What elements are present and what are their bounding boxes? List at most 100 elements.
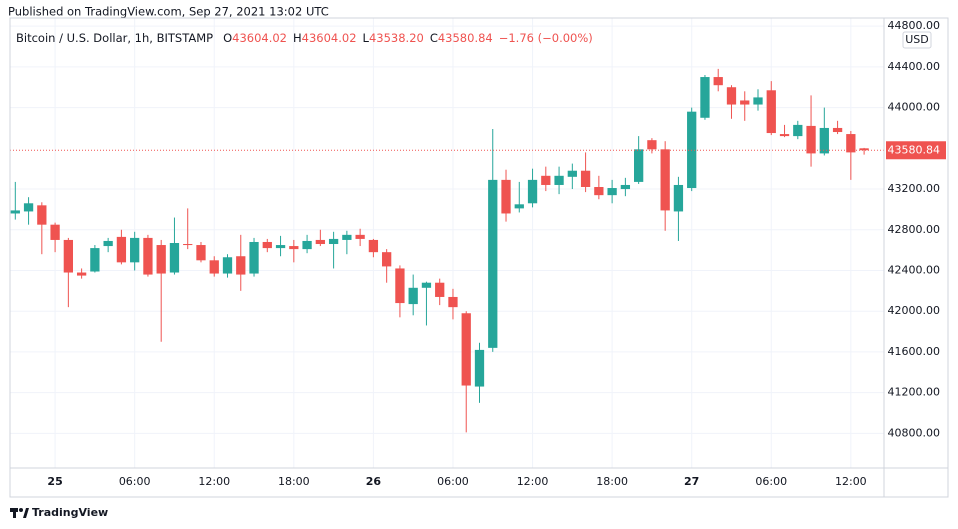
last-price-label: 43580.84: [888, 143, 941, 156]
candle-body: [130, 237, 140, 263]
x-tick-label: 06:00: [437, 475, 469, 488]
ohlc-label: L: [363, 31, 370, 45]
candle-body: [700, 77, 710, 118]
x-tick-label: 27: [684, 475, 699, 488]
candle-body: [713, 77, 723, 86]
x-tick-label: 06:00: [119, 475, 151, 488]
ohlc-value: 43580.84: [438, 31, 493, 45]
symbol-name: Bitcoin / U.S. Dollar, 1h, BITSTAMP: [16, 31, 213, 45]
x-tick-label: 06:00: [755, 475, 787, 488]
candle-body: [594, 187, 604, 196]
currency-badge[interactable]: [902, 31, 932, 49]
x-tick-label: 26: [366, 475, 382, 488]
candle-body: [368, 239, 379, 253]
candle-body: [143, 237, 153, 275]
candle-body: [289, 246, 299, 250]
y-tick-label: 41600.00: [888, 345, 941, 358]
candle-body: [461, 313, 471, 386]
candle-body: [620, 184, 631, 190]
y-tick-label: 44000.00: [888, 101, 941, 114]
candle-body: [567, 170, 577, 177]
ohlc-value: 43604.02: [302, 31, 357, 45]
candle-body: [607, 188, 617, 196]
candle-body: [726, 87, 737, 105]
candle-body: [236, 256, 246, 275]
candle-body: [10, 210, 20, 214]
y-tick-label: 44400.00: [888, 60, 941, 73]
candle-body: [421, 282, 432, 288]
candle-body: [514, 204, 524, 209]
candle-body: [37, 205, 47, 225]
candle-body: [275, 245, 286, 249]
candle-body: [435, 282, 445, 297]
ohlc-value: 43538.20: [369, 31, 424, 45]
x-tick-label: 12:00: [835, 475, 867, 488]
candle-body: [302, 240, 312, 250]
candle-body: [779, 134, 790, 137]
candle-body: [262, 241, 272, 249]
ohlc-label: O: [223, 31, 232, 45]
candle-body: [488, 179, 498, 348]
candle-body: [342, 234, 352, 240]
candle-body: [382, 252, 392, 267]
candle-body: [395, 268, 405, 304]
brand: TradingView: [32, 506, 108, 519]
candle-body: [527, 179, 538, 204]
candle-body: [196, 245, 206, 261]
candle-body: [183, 244, 193, 246]
candle-body: [819, 127, 829, 154]
candle-body: [501, 179, 511, 214]
ohlc-label: C: [430, 31, 438, 45]
candle-body: [328, 238, 339, 245]
candle-body: [408, 287, 418, 305]
ohlc-value: 43604.02: [232, 31, 287, 45]
candle-body: [355, 234, 365, 239]
candle-body: [222, 257, 233, 274]
candle-body: [554, 175, 564, 185]
y-tick-label: 42000.00: [888, 304, 941, 317]
chart: [10, 18, 884, 468]
candle-body: [832, 127, 843, 133]
candle-body: [63, 239, 73, 273]
published-note: Published on TradingView.com, Sep 27, 20…: [8, 5, 329, 19]
candle-body: [753, 97, 763, 105]
y-tick-label: 41200.00: [888, 386, 941, 399]
candle-body: [846, 134, 856, 153]
candle-body: [673, 184, 684, 212]
candle-body: [806, 125, 816, 154]
candle-body: [647, 140, 657, 150]
candle-body: [448, 296, 458, 308]
y-tick-label: 40800.00: [888, 426, 941, 439]
x-tick-label: 18:00: [278, 475, 310, 488]
candle-body: [541, 175, 551, 185]
candle-body: [740, 100, 750, 105]
candle-body: [169, 243, 180, 273]
brand-logo: [10, 508, 29, 518]
candle-body: [90, 248, 100, 272]
candle-body: [660, 149, 670, 211]
candle-body: [315, 239, 325, 245]
price-change: −1.76 (−0.00%): [499, 31, 593, 45]
candle-body: [793, 124, 803, 137]
candle-body: [209, 260, 219, 274]
candle-body: [50, 224, 60, 240]
last-price-badge: [886, 141, 946, 160]
candle-body: [76, 272, 87, 276]
symbol-legend: Bitcoin / U.S. Dollar, 1h, BITSTAMP O4360…: [16, 31, 593, 45]
candle-body: [103, 240, 113, 247]
x-tick-label: 18:00: [596, 475, 628, 488]
x-tick-label: 12:00: [517, 475, 549, 488]
candle-body: [766, 90, 776, 134]
ohlc-label: H: [293, 31, 302, 45]
y-tick-label: 44800.00: [888, 19, 941, 32]
currency: USD: [905, 33, 929, 46]
candle-body: [249, 241, 259, 274]
candle-body: [634, 149, 644, 182]
y-tick-label: 42400.00: [888, 263, 941, 276]
candle-body: [116, 236, 127, 263]
x-tick-label: 25: [47, 475, 62, 488]
y-tick-label: 43200.00: [888, 182, 941, 195]
candle-body: [474, 349, 485, 387]
candle-body: [859, 148, 869, 151]
